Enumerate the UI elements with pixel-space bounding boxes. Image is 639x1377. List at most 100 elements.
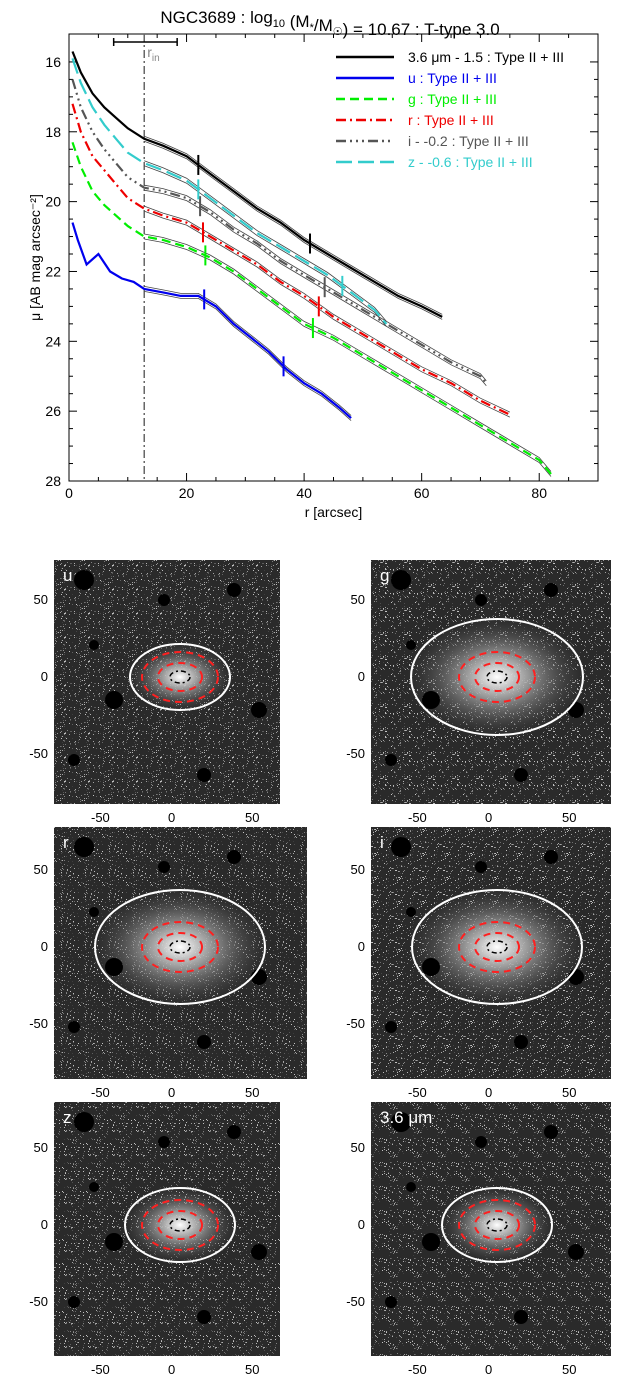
center-ellipse <box>486 1218 508 1232</box>
series-fit-lower <box>144 210 510 418</box>
panel-canvas <box>54 827 307 1079</box>
mask-hole <box>89 1182 99 1192</box>
mask-hole <box>227 583 241 597</box>
red-ellipse <box>458 921 536 973</box>
series-fit-lower <box>144 291 352 421</box>
panel-y-tick-label: 0 <box>40 1217 48 1232</box>
red-ellipse <box>157 932 203 962</box>
profile-plot: NGC3689 : log10 (M*/M☉) = 10.67 : T-type… <box>27 8 599 520</box>
panel-y-tick-label: 50 <box>33 592 48 607</box>
mask-hole <box>197 1310 211 1324</box>
mask-hole <box>568 702 584 718</box>
panel-y-tick-label: -50 <box>29 746 48 761</box>
mask-hole <box>158 1136 170 1148</box>
plot-legend: 3.6 μm - 1.5 : Type II + III u : Type II … <box>336 49 564 170</box>
panel-y-tick-label: 0 <box>357 1217 365 1232</box>
galaxy-glow <box>90 887 270 1007</box>
mask-hole <box>227 1125 241 1139</box>
mask-hole <box>158 861 170 873</box>
y-tick-label: 26 <box>45 403 61 419</box>
panel-label: z <box>63 1108 72 1127</box>
mask-hole <box>89 640 99 650</box>
series-fit-upper <box>144 233 552 472</box>
series-fit-upper <box>144 286 352 416</box>
mask-hole <box>391 837 411 857</box>
series-fit-lower <box>144 140 443 320</box>
series-fit-upper <box>144 135 443 315</box>
legend-entry: i - -0.2 : Type II + III <box>408 133 529 149</box>
mask-hole <box>227 850 241 864</box>
center-ellipse <box>486 940 508 954</box>
mask-hole <box>385 754 397 766</box>
panel-canvas <box>371 827 611 1079</box>
x-axis-label: r [arcsec] <box>305 504 363 520</box>
y-tick-label: 16 <box>45 54 61 70</box>
mask-hole <box>68 1021 80 1033</box>
panel-x-tick-label: 50 <box>245 1085 260 1100</box>
y-tick-label: 28 <box>45 473 61 489</box>
image-panel: r <box>54 827 307 1079</box>
panel-y-tick-label: 50 <box>350 592 365 607</box>
panel-x-tick-label: 50 <box>562 1085 577 1100</box>
mask-hole <box>74 837 94 857</box>
mask-hole <box>406 1182 416 1192</box>
red-ellipse <box>458 1199 536 1251</box>
panel-y-tick-label: -50 <box>346 1294 365 1309</box>
center-ellipse <box>169 940 191 954</box>
series-fit-upper <box>144 184 487 381</box>
r-in-label: rin <box>147 44 159 64</box>
red-ellipse <box>157 662 203 692</box>
series-fit-lower <box>144 238 552 477</box>
mask-hole <box>74 570 94 590</box>
red-ellipse <box>141 651 219 703</box>
outer-ellipse <box>129 643 231 711</box>
panel-x-tick-label: -50 <box>91 1085 110 1100</box>
x-tick-label: 40 <box>296 485 312 501</box>
panel-x-tick-label: -50 <box>408 1085 427 1100</box>
red-ellipse <box>141 921 219 973</box>
series-fit-lower <box>144 189 487 386</box>
y-tick-label: 20 <box>45 194 61 210</box>
y-tick-label: 24 <box>45 333 61 349</box>
mask-hole <box>197 768 211 782</box>
mask-hole <box>544 850 558 864</box>
image-panel: i <box>371 827 611 1079</box>
mask-hole <box>406 907 416 917</box>
series-fit-lower <box>144 165 387 327</box>
mask-hole <box>514 768 528 782</box>
panel-y-tick-label: 0 <box>357 939 365 954</box>
mask-hole <box>514 1035 528 1049</box>
red-ellipse <box>458 651 536 703</box>
panel-canvas <box>371 1102 611 1356</box>
y-tick-label: 22 <box>45 263 61 279</box>
legend-entry: 3.6 μm - 1.5 : Type II + III <box>408 49 564 65</box>
series-line <box>71 222 352 419</box>
galaxy-glow <box>407 887 587 1007</box>
mask-hole <box>158 594 170 606</box>
panel-y-tick-label: 0 <box>357 669 365 684</box>
image-panel: z <box>54 1102 280 1356</box>
panel-y-tick-label: -50 <box>29 1016 48 1031</box>
panel-x-tick-label: 50 <box>562 1362 577 1377</box>
plot-series <box>71 51 552 477</box>
series-fit-upper <box>144 160 387 322</box>
outer-ellipse <box>94 889 266 1005</box>
panel-y-tick-label: 50 <box>350 862 365 877</box>
mask-hole <box>391 1112 411 1132</box>
panel-canvas <box>54 1102 280 1356</box>
x-tick-label: 80 <box>531 485 547 501</box>
series-line <box>71 51 443 318</box>
red-ellipse <box>157 1210 203 1240</box>
mask-hole <box>68 754 80 766</box>
mask-hole <box>385 1296 397 1308</box>
mask-hole <box>568 1244 584 1260</box>
red-ellipse <box>141 1199 219 1251</box>
outer-ellipse <box>124 1187 236 1263</box>
panel-label: r <box>63 833 69 852</box>
mask-hole <box>89 907 99 917</box>
panel-x-tick-label: -50 <box>91 1362 110 1377</box>
series-line <box>71 79 488 384</box>
panel-label: 3.6 μm <box>380 1108 433 1127</box>
plot-axes: 0 20 40 60 80 16 18 20 22 24 26 28 r [arcsec] μ [AB m… <box>27 33 599 520</box>
panel-x-tick-label: -50 <box>408 810 427 825</box>
